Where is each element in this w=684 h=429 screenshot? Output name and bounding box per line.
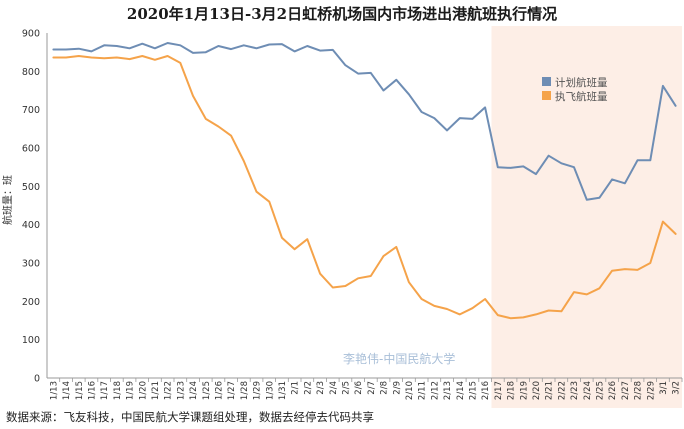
y-tick-label: 800 xyxy=(22,67,40,78)
x-tick-label: 2/24 xyxy=(583,381,593,400)
x-tick-label: 1/18 xyxy=(113,381,123,400)
x-tick-label: 2/26 xyxy=(608,381,618,400)
x-tick-label: 2/4 xyxy=(329,381,339,395)
x-tick-label: 2/5 xyxy=(341,381,351,395)
x-tick-label: 2/21 xyxy=(545,381,555,400)
x-tick-label: 2/17 xyxy=(494,381,504,400)
x-tick-label: 2/23 xyxy=(570,381,580,400)
y-axis-label: 航班量：班 xyxy=(1,175,14,225)
series-line-planned xyxy=(52,42,677,201)
x-tick-label: 2/19 xyxy=(519,381,529,400)
y-tick-label: 200 xyxy=(22,297,40,308)
legend: 计划航班量 执飞航班量 xyxy=(542,76,608,103)
y-tick-label: 600 xyxy=(22,144,40,155)
x-tick-label: 2/2 xyxy=(303,381,313,395)
x-tick-label: 1/30 xyxy=(265,381,275,400)
x-tick-label: 1/29 xyxy=(253,381,263,400)
x-tick-label: 1/26 xyxy=(214,381,224,400)
watermark-text: 李艳伟-中国民航大学 xyxy=(343,351,455,366)
legend-label-planned: 计划航班量 xyxy=(555,76,608,89)
x-tick-label: 1/14 xyxy=(62,381,72,400)
y-tick-label: 500 xyxy=(22,182,40,193)
x-tick-label: 2/3 xyxy=(316,381,326,395)
x-ticks: 1/13 1/14 1/15 1/16 1/17 1/18 1/19 1/20 1/21 1/22… xyxy=(49,378,683,400)
x-tick-label: 2/20 xyxy=(532,381,542,400)
x-tick-label: 1/20 xyxy=(138,381,148,400)
x-tick-label: 2/9 xyxy=(392,381,402,395)
series-lines xyxy=(52,42,677,320)
legend-swatch-planned xyxy=(542,77,551,86)
x-tick-label: 1/23 xyxy=(176,381,186,400)
y-tick-label: 900 xyxy=(22,29,40,40)
x-tick-label: 1/25 xyxy=(202,381,212,400)
x-tick-label: 1/27 xyxy=(227,381,237,400)
y-tick-label: 700 xyxy=(22,105,40,116)
x-tick-label: 2/6 xyxy=(354,381,364,395)
chart-title: 2020年1月13日-3月2日虹桥机场国内市场进出港航班执行情况 xyxy=(127,5,557,23)
x-tick-label: 1/16 xyxy=(87,381,97,400)
series-line-executed xyxy=(52,55,677,320)
x-tick-label: 2/1 xyxy=(291,381,301,395)
y-tick-label: 300 xyxy=(22,259,40,270)
x-tick-label: 2/7 xyxy=(367,381,377,395)
x-tick-label: 1/24 xyxy=(189,381,199,400)
x-tick-label: 2/28 xyxy=(634,381,644,400)
x-tick-label: 2/13 xyxy=(443,381,453,400)
x-tick-label: 1/13 xyxy=(49,381,59,400)
x-tick-label: 2/12 xyxy=(430,381,440,400)
x-tick-label: 3/2 xyxy=(672,381,682,395)
x-tick-label: 2/25 xyxy=(595,381,605,400)
x-tick-label: 1/31 xyxy=(278,381,288,400)
x-tick-label: 1/28 xyxy=(240,381,250,400)
x-tick-label: 2/27 xyxy=(621,381,631,400)
legend-label-executed: 执飞航班量 xyxy=(555,90,608,103)
x-tick-label: 2/14 xyxy=(456,381,466,400)
legend-swatch-executed xyxy=(542,91,551,100)
x-tick-label: 2/15 xyxy=(468,381,478,400)
post-2-17-highlight-band xyxy=(491,26,682,408)
x-tick-label: 2/10 xyxy=(405,381,415,400)
y-tick-label: 100 xyxy=(22,335,40,346)
x-tick-label: 3/1 xyxy=(659,381,669,395)
x-tick-label: 2/8 xyxy=(380,381,390,395)
x-tick-label: 2/11 xyxy=(418,381,428,400)
x-tick-label: 2/29 xyxy=(646,381,656,400)
x-tick-label: 1/15 xyxy=(75,381,85,400)
y-ticks: 0 100 200 300 400 500 600 700 800 900 xyxy=(22,29,40,385)
y-tick-label: 0 xyxy=(34,374,40,385)
x-tick-label: 1/17 xyxy=(100,381,110,400)
y-tick-label: 400 xyxy=(22,220,40,231)
source-note: 数据来源：飞友科技，中国民航大学课题组处理，数据去经停去代码共享 xyxy=(6,410,374,424)
x-tick-label: 2/22 xyxy=(557,381,567,400)
x-tick-label: 1/19 xyxy=(126,381,136,400)
x-tick-label: 1/21 xyxy=(151,381,161,400)
x-tick-label: 2/18 xyxy=(507,381,517,400)
x-tick-label: 2/16 xyxy=(481,381,491,400)
x-tick-label: 1/22 xyxy=(164,381,174,400)
